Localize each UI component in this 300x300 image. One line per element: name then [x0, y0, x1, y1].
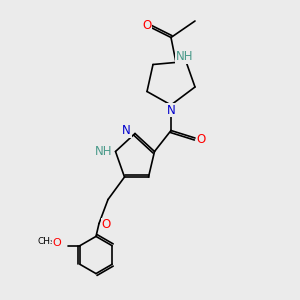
Text: O: O [196, 133, 206, 146]
Text: O: O [142, 19, 152, 32]
Text: NH: NH [95, 145, 113, 158]
Text: NH: NH [176, 50, 193, 64]
Text: CH₃: CH₃ [37, 237, 54, 246]
Text: N: N [122, 124, 131, 137]
Text: O: O [52, 238, 61, 248]
Text: N: N [167, 104, 176, 117]
Text: O: O [102, 218, 111, 232]
